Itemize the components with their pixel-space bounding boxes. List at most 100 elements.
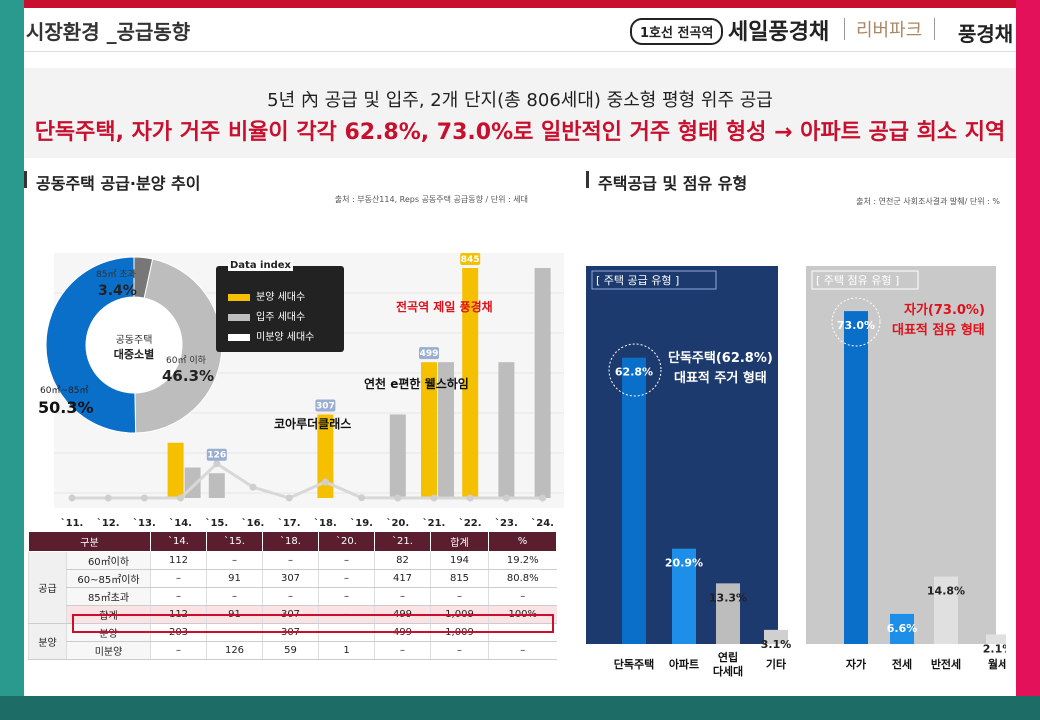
point-mibunyang: [249, 483, 257, 491]
point-mibunyang: [430, 494, 438, 502]
pie-label-value: 50.3%: [38, 398, 94, 417]
tenure-panel-title: [ 주택 점유 유형 ]: [816, 274, 899, 287]
table-cell: 112: [150, 551, 207, 570]
tenure-panel: [806, 266, 996, 644]
table-header-cell: `14.: [150, 531, 207, 552]
brand-divider: [934, 18, 935, 40]
tenure-bar: [844, 311, 868, 644]
page-title: 시장환경 _공급동향: [26, 20, 191, 44]
donut-hole: [86, 297, 182, 393]
table-cell: –: [318, 623, 375, 642]
table-cell: –: [206, 587, 263, 606]
table-cell: –: [374, 587, 431, 606]
summary-banner: 5년 內 공급 및 입주, 2개 단지(총 806세대) 중소형 평형 위주 공…: [24, 68, 1016, 158]
pie-label-name: 60㎡~85㎡: [40, 385, 88, 396]
supply-category-label: 기타: [766, 657, 787, 671]
table-cell: 499: [374, 623, 431, 642]
bar-ipju: [208, 473, 225, 498]
table-row: 분양 분양 203–307–499 1,009–: [28, 623, 557, 660]
table-cell: 1,009: [430, 605, 489, 624]
annotation-yeoncheon: 연천 e편한 웰스하임: [364, 376, 469, 391]
table-row-label: 85㎡초과: [66, 587, 151, 606]
table-header-cell: `18.: [262, 531, 319, 552]
tenure-bar: [934, 576, 958, 644]
legend-label: 분양 세대수: [256, 292, 306, 303]
supply-bar-label: 3.1%: [761, 638, 792, 651]
point-mibunyang: [68, 494, 76, 502]
table-cell: –: [150, 587, 207, 606]
chart-legend: Data index 분양 세대수 입주 세대수 미분양 세대수: [216, 260, 344, 352]
table-row-label: 60㎡이하: [66, 551, 151, 570]
table-cell: 307: [262, 623, 319, 642]
data-label: 307: [316, 401, 335, 411]
supply-panel-title: [ 주택 공급 유형 ]: [596, 274, 679, 287]
table-cell: 91: [206, 605, 263, 624]
supply-bar: [672, 548, 696, 644]
point-mibunyang: [539, 494, 547, 502]
legend-swatch: [228, 333, 250, 341]
callout-ring: [831, 297, 881, 347]
housing-type-chart: [ 주택 공급 유형 ] [ 주택 점유 유형 ] 62.8% 단독주택 20.9% 아파…: [586, 266, 1006, 678]
table-cell: –: [488, 587, 557, 606]
table-cell: –: [150, 569, 207, 588]
table-row: 공급 60㎡이하 112– – –82 194 19.2%: [28, 551, 557, 624]
data-label-box: [206, 448, 227, 461]
table-cell: 307: [262, 569, 319, 588]
table-cell: 1,009: [430, 623, 489, 642]
supply-bar-label: 13.3%: [709, 591, 747, 604]
supply-bar: [764, 629, 788, 644]
x-tick-label: `20.: [386, 517, 409, 529]
data-label-box: [460, 253, 481, 265]
table-cell: –: [430, 641, 489, 660]
table-cell: –: [150, 641, 207, 660]
tenure-bar-label: 2.1%: [983, 642, 1006, 655]
legend-item-bunyang: 분양 세대수: [228, 288, 305, 303]
table-row: 합계 112 91 307–499 1,009 100%: [29, 605, 557, 624]
tenure-bar: [986, 634, 1006, 644]
table-header-cell: `21.: [374, 531, 431, 552]
table-row: 60~85㎡이하 –91 307–417 815 80.8%: [29, 569, 557, 588]
annotation-koa: 코아루더클래스: [274, 416, 351, 431]
data-label: 499: [420, 349, 439, 359]
table-header-cell: `15.: [206, 531, 263, 552]
table-group-cell: 공급: [28, 551, 67, 624]
tenure-callout: 자가(73.0%): [904, 303, 985, 318]
legend-swatch: [228, 313, 250, 321]
data-label-box: [315, 399, 336, 412]
table-cell: –: [206, 623, 263, 642]
data-label-box: [419, 347, 439, 360]
table-cell: –: [374, 641, 431, 660]
table-cell: –: [262, 587, 319, 606]
pie-label-value: 3.4%: [98, 283, 137, 299]
pie-label-name: 85㎡ 초과: [96, 269, 136, 280]
line-mibunyang: [72, 461, 543, 500]
x-tick-label: `15.: [205, 517, 228, 529]
x-tick-label: `24.: [531, 517, 554, 529]
callout-ring: [608, 343, 662, 397]
table-cell: 417: [374, 569, 431, 588]
tenure-bar-label: 73.0%: [837, 319, 875, 332]
table-cell: 100%: [488, 605, 557, 624]
table-header-cell: 구분: [28, 531, 151, 552]
table-header: 구분 `14. `15. `18. `20. `21. 합계%: [28, 531, 557, 552]
header: 시장환경 _공급동향 1호선 전곡역 세일풍경채 리버파크 풍경채: [24, 8, 1016, 52]
legend-swatch: [228, 293, 250, 301]
donut-center-label: 대중소별: [114, 347, 154, 361]
point-mibunyang: [104, 494, 112, 502]
panel-title-box: [811, 270, 919, 290]
right-source: 출처 : 연천군 사회조사결과 발췌/ 단위 : %: [856, 197, 1000, 206]
table-row-label: 합계: [66, 605, 151, 624]
table-row-label: 60~85㎡이하: [66, 569, 151, 588]
tenure-callout: 대표적 점유 형태: [892, 322, 985, 338]
table-header-cell: 합계: [430, 531, 489, 552]
tenure-category-label: 전세: [892, 657, 912, 671]
x-tick-label: `16.: [242, 517, 265, 529]
table-cell: 1: [318, 641, 375, 660]
table-cell: 815: [430, 569, 489, 588]
bar-bunyang: [167, 442, 184, 498]
brand-right: 풍경채: [958, 22, 1014, 46]
point-mibunyang: [213, 460, 221, 468]
annotation-poong: 전곡역 제일 풍경채: [396, 299, 493, 314]
bar-ipju: [389, 414, 406, 498]
table-row-label: 분양: [66, 623, 151, 642]
